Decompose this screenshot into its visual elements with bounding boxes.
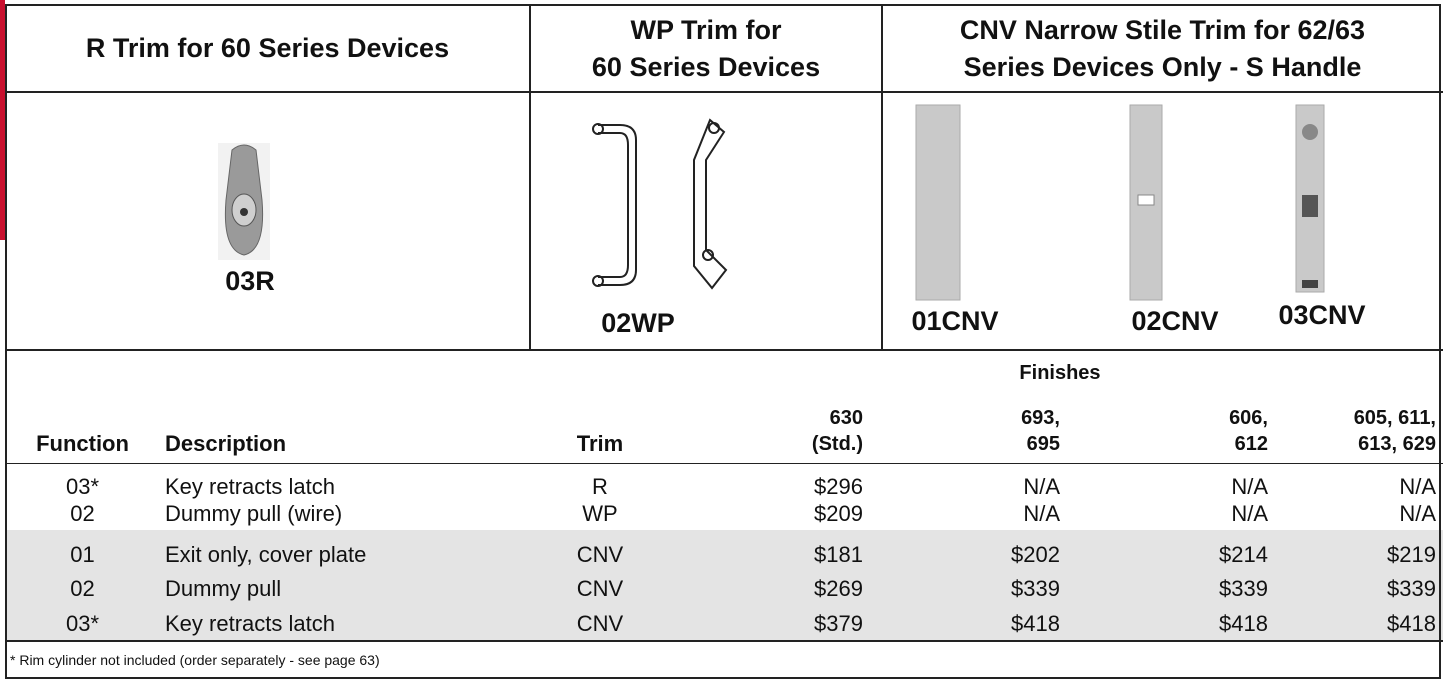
column-title: R Trim for 60 Series Devices (85, 33, 450, 63)
table-cell: R (592, 474, 608, 499)
rule (5, 463, 1443, 464)
red-strip (0, 0, 5, 240)
column-header: 605, 611, (1353, 407, 1436, 429)
column-header: Function (36, 431, 129, 456)
table-cell: $296 (814, 474, 863, 499)
column-title: 60 Series Devices (591, 52, 821, 82)
table-cell: $202 (1011, 542, 1060, 567)
product-label: 03CNV (1278, 300, 1366, 330)
table-cell: CNV (576, 542, 624, 567)
table-cell: Dummy pull (wire) (165, 501, 343, 526)
table-cell: Key retracts latch (165, 474, 335, 499)
table-cell: N/A (1023, 501, 1060, 526)
table-cell: N/A (1231, 474, 1268, 499)
column-header: 613, 629 (1358, 433, 1436, 455)
table-cell: $209 (814, 501, 863, 526)
group-label: Finishes (1019, 362, 1101, 384)
table-cell: $214 (1219, 542, 1268, 567)
column-header: Description (165, 431, 287, 456)
r-trim-image (218, 143, 270, 260)
table-cell: $418 (1387, 611, 1436, 636)
rule (529, 5, 531, 350)
table-cell: $339 (1011, 576, 1060, 601)
table-cell: N/A (1399, 474, 1436, 499)
table-cell: $181 (814, 542, 863, 567)
table-cell: Key retracts latch (165, 611, 335, 636)
rule (5, 640, 1443, 642)
column-header: 612 (1234, 433, 1268, 455)
table-cell: N/A (1231, 501, 1268, 526)
table-cell: Dummy pull (165, 576, 282, 601)
table-cell: $418 (1011, 611, 1060, 636)
table-cell: $339 (1387, 576, 1436, 601)
table-cell: Exit only, cover plate (165, 542, 367, 567)
rule (881, 5, 883, 350)
table-cell: 03* (65, 474, 100, 499)
shaded-band (5, 530, 1443, 641)
wp-trim-image (592, 118, 728, 290)
table-cell: $269 (814, 576, 863, 601)
table-cell: $379 (814, 611, 863, 636)
product-label: 02WP (601, 308, 675, 338)
table-cell: WP (582, 501, 618, 526)
table-cell: N/A (1023, 474, 1060, 499)
cnv-trim-images (915, 104, 1325, 301)
column-header: 606, (1229, 407, 1268, 429)
product-label: 02CNV (1131, 306, 1219, 336)
table-cell: $418 (1219, 611, 1268, 636)
table-cell: $219 (1387, 542, 1436, 567)
table-cell: $339 (1219, 576, 1268, 601)
column-header: 630 (829, 407, 863, 429)
table-cell: 02 (70, 576, 95, 601)
product-label: 03R (225, 266, 275, 296)
table-cell: CNV (576, 576, 624, 601)
column-header: 695 (1026, 433, 1060, 455)
column-title: CNV Narrow Stile Trim for 62/63 (959, 15, 1366, 45)
column-header: (Std.) (811, 433, 863, 455)
table-cell: N/A (1399, 501, 1436, 526)
table-cell: 01 (70, 542, 95, 567)
footnote: * Rim cylinder not included (order separ… (10, 652, 380, 668)
product-label: 01CNV (911, 306, 999, 336)
column-title: WP Trim for (630, 15, 782, 45)
column-header: 693, (1021, 407, 1060, 429)
column-header: Trim (576, 431, 624, 456)
table-cell: 03* (65, 611, 100, 636)
rule (5, 91, 1443, 93)
table-cell: 02 (70, 501, 95, 526)
table-cell: CNV (576, 611, 624, 636)
column-title: Series Devices Only - S Handle (963, 52, 1362, 82)
rule (5, 349, 1443, 351)
illustrations (218, 104, 1325, 301)
